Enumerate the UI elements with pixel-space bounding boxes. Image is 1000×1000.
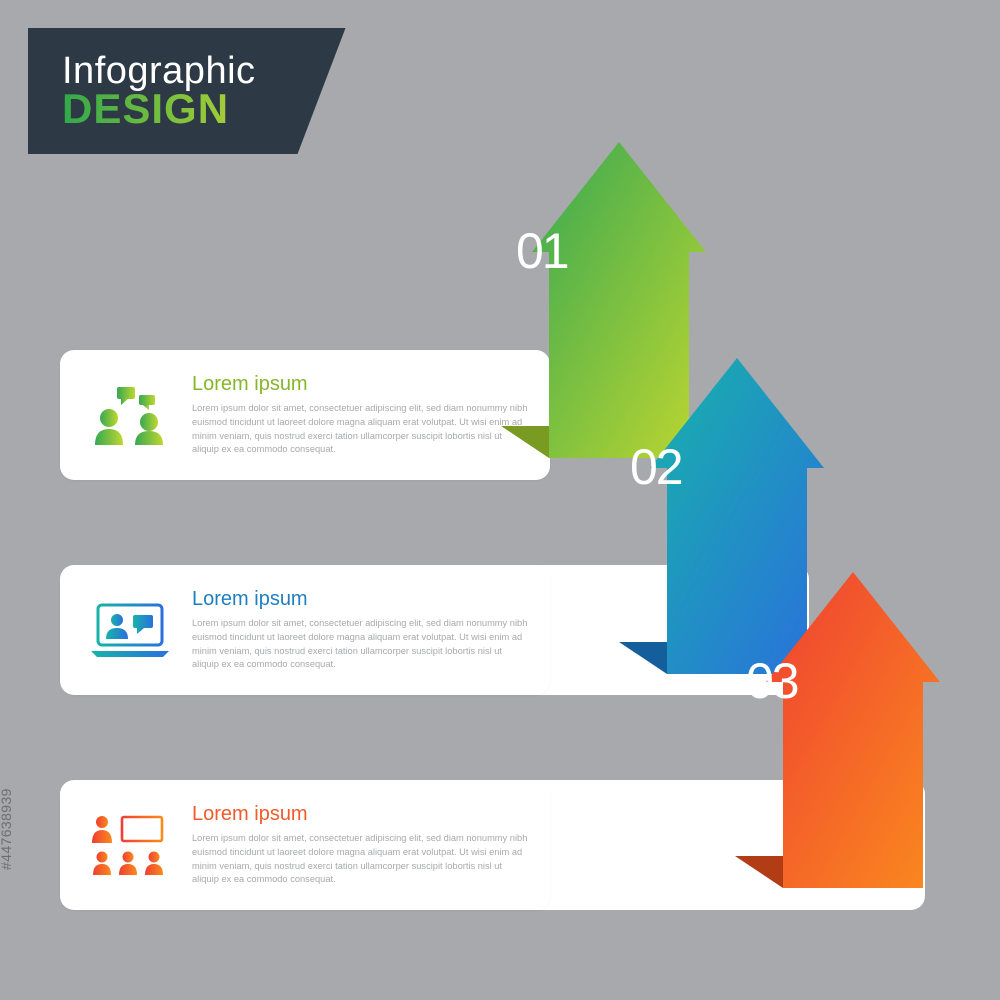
info-card-3: Lorem ipsum Lorem ipsum dolor sit amet, … — [60, 780, 550, 910]
header-banner: Infographic DESIGN — [28, 28, 346, 154]
chat-people-icon — [78, 385, 182, 445]
card-title: Lorem ipsum — [192, 373, 528, 396]
card-body: Lorem ipsum dolor sit amet, consectetuer… — [192, 617, 528, 673]
step-arrow-3 — [716, 572, 940, 888]
card-title: Lorem ipsum — [192, 803, 528, 826]
step-number: 03 — [746, 652, 798, 710]
info-card-2: Lorem ipsum Lorem ipsum dolor sit amet, … — [60, 565, 550, 695]
step-number: 01 — [516, 222, 568, 280]
card-body: Lorem ipsum dolor sit amet, consectetuer… — [192, 402, 528, 458]
presentation-people-icon — [78, 813, 182, 877]
header-line2: DESIGN — [62, 88, 256, 130]
step-number: 02 — [630, 438, 682, 496]
laptop-chat-icon — [78, 601, 182, 659]
card-title: Lorem ipsum — [192, 588, 528, 611]
card-body: Lorem ipsum dolor sit amet, consectetuer… — [192, 832, 528, 888]
info-card-1: Lorem ipsum Lorem ipsum dolor sit amet, … — [60, 350, 550, 480]
watermark-text: #447638939 — [0, 788, 14, 870]
